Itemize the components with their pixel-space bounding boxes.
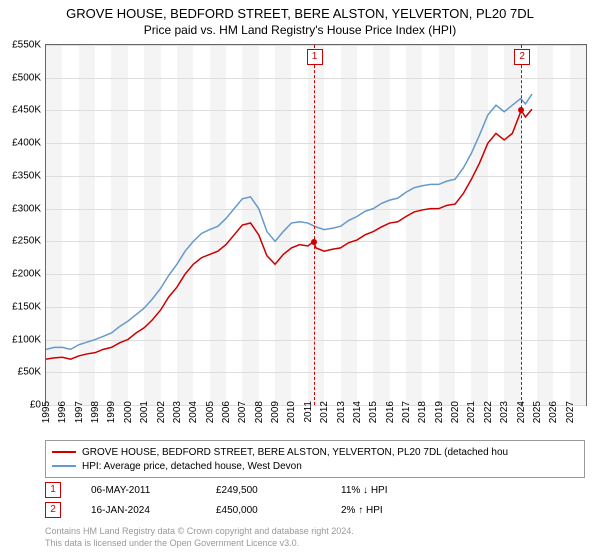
y-axis-label: £400K xyxy=(1,138,41,149)
marker-ref-2: 2 xyxy=(45,502,61,518)
transaction-price: £450,000 xyxy=(216,505,311,516)
y-axis-label: £300K xyxy=(1,203,41,214)
y-axis-label: £50K xyxy=(1,367,41,378)
table-row: 2 16-JAN-2024 £450,000 2% ↑ HPI xyxy=(45,500,585,520)
footer-attribution: Contains HM Land Registry data © Crown c… xyxy=(45,526,354,549)
y-axis-label: £200K xyxy=(1,269,41,280)
chart-data-point xyxy=(518,107,524,113)
chart-title: GROVE HOUSE, BEDFORD STREET, BERE ALSTON… xyxy=(0,0,600,21)
y-axis-label: £150K xyxy=(1,301,41,312)
table-row: 1 06-MAY-2011 £249,500 11% ↓ HPI xyxy=(45,480,585,500)
legend-label: HPI: Average price, detached house, West… xyxy=(82,461,302,472)
y-axis-label: £450K xyxy=(1,105,41,116)
y-axis-label: £100K xyxy=(1,334,41,345)
chart-marker: 1 xyxy=(307,49,323,65)
y-axis-label: £550K xyxy=(1,40,41,51)
y-axis-label: £500K xyxy=(1,72,41,83)
legend: GROVE HOUSE, BEDFORD STREET, BERE ALSTON… xyxy=(45,440,585,478)
legend-swatch xyxy=(52,465,76,467)
transaction-date: 16-JAN-2024 xyxy=(91,505,186,516)
transaction-price: £249,500 xyxy=(216,485,311,496)
marker-ref-1: 1 xyxy=(45,482,61,498)
transaction-delta: 11% ↓ HPI xyxy=(341,485,436,496)
transactions-table: 1 06-MAY-2011 £249,500 11% ↓ HPI 2 16-JA… xyxy=(45,480,585,520)
legend-label: GROVE HOUSE, BEDFORD STREET, BERE ALSTON… xyxy=(82,447,508,458)
legend-item-hpi: HPI: Average price, detached house, West… xyxy=(52,459,578,473)
footer-line: Contains HM Land Registry data © Crown c… xyxy=(45,526,354,538)
chart-data-point xyxy=(311,239,317,245)
y-axis-label: £0 xyxy=(1,400,41,411)
legend-swatch xyxy=(52,451,76,453)
chart-subtitle: Price paid vs. HM Land Registry's House … xyxy=(0,21,600,37)
price-chart: GROVE HOUSE, BEDFORD STREET, BERE ALSTON… xyxy=(0,0,600,560)
y-axis-label: £350K xyxy=(1,170,41,181)
legend-item-price: GROVE HOUSE, BEDFORD STREET, BERE ALSTON… xyxy=(52,445,578,459)
transaction-date: 06-MAY-2011 xyxy=(91,485,186,496)
transaction-delta: 2% ↑ HPI xyxy=(341,505,436,516)
y-axis-label: £250K xyxy=(1,236,41,247)
footer-line: This data is licensed under the Open Gov… xyxy=(45,538,354,550)
plot-area: £0£50K£100K£150K£200K£250K£300K£350K£400… xyxy=(45,44,587,406)
chart-marker: 2 xyxy=(514,49,530,65)
